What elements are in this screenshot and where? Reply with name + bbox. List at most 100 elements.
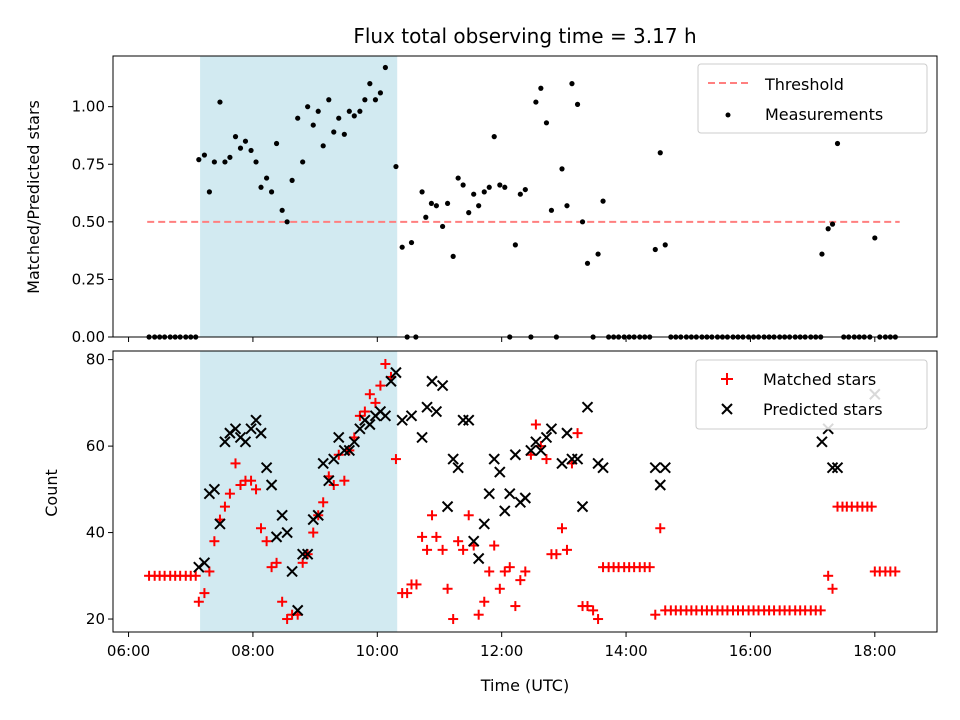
predicted-star-stroke-b	[405, 410, 418, 422]
predicted-star-stroke-b	[831, 462, 844, 474]
predicted-star-stroke-b	[364, 418, 376, 431]
figure-title: Flux total observing time = 3.17 h	[353, 24, 696, 48]
bottom-legend: Matched stars Predicted stars	[695, 359, 928, 430]
top-ytick-label: 1.00	[72, 98, 105, 116]
top-ytick-label: 0.25	[72, 270, 105, 288]
predicted-star-point	[364, 418, 376, 431]
bottom-xtick-label: 06:00	[107, 642, 150, 660]
predicted-star-stroke-b	[483, 487, 495, 500]
bottom-xlabel: Time (UTC)	[480, 676, 569, 695]
predicted-star-point	[472, 552, 485, 565]
measurement-point	[248, 147, 254, 154]
predicted-star-stroke-b	[323, 474, 335, 487]
matched-star-point	[339, 475, 350, 486]
predicted-star-point	[333, 431, 345, 444]
measurement-point	[538, 85, 544, 91]
matched-star-point	[277, 596, 288, 607]
matched-star-point	[204, 566, 215, 577]
matched-star-point	[375, 380, 386, 391]
legend-threshold-label: Threshold	[764, 75, 844, 94]
predicted-star-point	[463, 414, 475, 426]
matched-star-point	[437, 544, 448, 555]
measurement-point	[399, 244, 405, 250]
measurement-point	[341, 131, 347, 137]
measurement-point	[408, 239, 415, 246]
legend-matched-label: Matched stars	[763, 370, 876, 389]
predicted-star-stroke-b	[296, 548, 309, 560]
measurement-point	[268, 189, 275, 195]
predicted-star-stroke-b	[245, 423, 257, 435]
legend-measurements-swatch	[725, 112, 731, 118]
predicted-star-stroke-b	[488, 453, 500, 465]
measurement-point	[300, 159, 306, 165]
measurement-point	[258, 184, 264, 190]
matched-star-point	[190, 570, 201, 581]
bottom-panel: 20 40 60 80 06:00 08:00 10:00 12:00 14:00 16:00 18…	[42, 350, 938, 695]
matched-star-point	[655, 523, 666, 534]
bottom-ytick-label: 60	[86, 437, 105, 455]
predicted-star-stroke-b	[494, 466, 506, 478]
matched-star-point	[890, 566, 901, 577]
predicted-star-point	[525, 444, 537, 457]
bottom-xtick-label: 10:00	[356, 642, 399, 660]
matched-star-point	[520, 566, 531, 577]
predicted-star-point	[317, 457, 329, 470]
predicted-star-stroke-b	[328, 453, 340, 465]
bottom-ytick-label: 80	[86, 351, 105, 369]
predicted-star-stroke-b	[276, 509, 288, 521]
matched-star-point	[224, 488, 235, 499]
predicted-star-point	[430, 405, 443, 418]
predicted-star-point	[483, 487, 495, 500]
measurement-point	[377, 90, 384, 96]
predicted-star-point	[286, 565, 298, 578]
matched-star-point	[644, 562, 655, 573]
predicted-star-point	[281, 526, 293, 539]
bottom-xtick-label: 16:00	[729, 642, 772, 660]
predicted-star-stroke-b	[535, 444, 547, 457]
matched-star-point	[230, 458, 241, 469]
top-panel: 0.00 0.25 0.50 0.75 1.00 Matched/Predicted s…	[24, 55, 938, 346]
measurement-point	[466, 210, 472, 216]
measurement-point	[455, 175, 461, 181]
matched-star-point	[551, 549, 562, 560]
predicted-star-point	[556, 457, 568, 470]
measurement-point	[393, 163, 399, 170]
predicted-star-stroke-b	[816, 436, 828, 448]
predicted-star-point	[561, 427, 573, 439]
predicted-star-point	[816, 436, 828, 448]
measurement-point	[222, 159, 228, 165]
predicted-star-point	[478, 518, 490, 530]
predicted-star-point	[509, 449, 522, 461]
measurement-point	[652, 246, 658, 253]
predicted-star-point	[576, 500, 589, 513]
predicted-star-point	[270, 531, 283, 543]
measurement-point	[522, 186, 528, 193]
predicted-star-point	[530, 436, 542, 448]
measurement-point	[657, 150, 663, 156]
predicted-star-stroke-b	[281, 526, 293, 539]
measurement-point	[273, 140, 280, 147]
measurement-point	[196, 157, 202, 163]
measurement-point	[242, 138, 249, 144]
measurement-point	[419, 189, 425, 195]
measurement-point	[486, 184, 492, 190]
measurement-point	[440, 223, 446, 230]
predicted-star-point	[499, 505, 511, 517]
matched-star-point	[364, 389, 375, 400]
measurement-point	[217, 99, 223, 105]
predicted-star-stroke-b	[239, 436, 252, 448]
predicted-star-stroke-b	[301, 548, 314, 560]
measurement-point	[444, 200, 451, 207]
predicted-star-stroke-b	[571, 453, 584, 465]
predicted-star-stroke-b	[441, 500, 454, 513]
legend-predicted-label: Predicted stars	[763, 400, 883, 419]
matched-star-point	[380, 358, 391, 369]
matched-star-point	[246, 475, 257, 486]
predicted-star-stroke-b	[198, 557, 211, 569]
matched-star-point	[453, 536, 464, 547]
matched-star-point	[582, 601, 593, 612]
matched-star-point	[504, 562, 515, 573]
predicted-star-point	[348, 436, 360, 448]
predicted-star-stroke-b	[312, 509, 324, 521]
